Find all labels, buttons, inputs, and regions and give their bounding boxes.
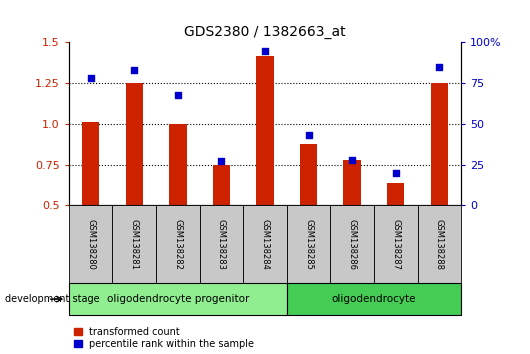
Text: oligodendrocyte progenitor: oligodendrocyte progenitor bbox=[107, 294, 249, 304]
Text: GSM138287: GSM138287 bbox=[391, 219, 400, 270]
Bar bbox=[387, 183, 404, 205]
Point bbox=[217, 159, 226, 164]
Text: GSM138285: GSM138285 bbox=[304, 219, 313, 270]
Point bbox=[435, 64, 444, 70]
Text: GSM138280: GSM138280 bbox=[86, 219, 95, 270]
Text: GSM138281: GSM138281 bbox=[130, 219, 139, 270]
Point bbox=[348, 157, 356, 162]
Title: GDS2380 / 1382663_at: GDS2380 / 1382663_at bbox=[184, 25, 346, 39]
Bar bbox=[213, 165, 230, 205]
Text: GSM138284: GSM138284 bbox=[261, 219, 269, 270]
Bar bbox=[257, 56, 273, 205]
Legend: transformed count, percentile rank within the sample: transformed count, percentile rank withi… bbox=[74, 327, 254, 349]
Bar bbox=[126, 83, 143, 205]
Text: oligodendrocyte: oligodendrocyte bbox=[332, 294, 416, 304]
Text: GSM138282: GSM138282 bbox=[173, 219, 182, 270]
Bar bbox=[169, 124, 187, 205]
Point bbox=[392, 170, 400, 176]
Point bbox=[174, 92, 182, 97]
Bar bbox=[430, 83, 448, 205]
Text: GSM138286: GSM138286 bbox=[348, 219, 357, 270]
Point bbox=[261, 48, 269, 53]
Text: GSM138288: GSM138288 bbox=[435, 219, 444, 270]
Text: development stage: development stage bbox=[5, 294, 100, 304]
Point bbox=[304, 132, 313, 138]
Text: GSM138283: GSM138283 bbox=[217, 219, 226, 270]
Point bbox=[86, 75, 95, 81]
Point bbox=[130, 67, 138, 73]
Bar bbox=[82, 122, 100, 205]
Bar bbox=[343, 160, 361, 205]
Bar bbox=[300, 144, 317, 205]
